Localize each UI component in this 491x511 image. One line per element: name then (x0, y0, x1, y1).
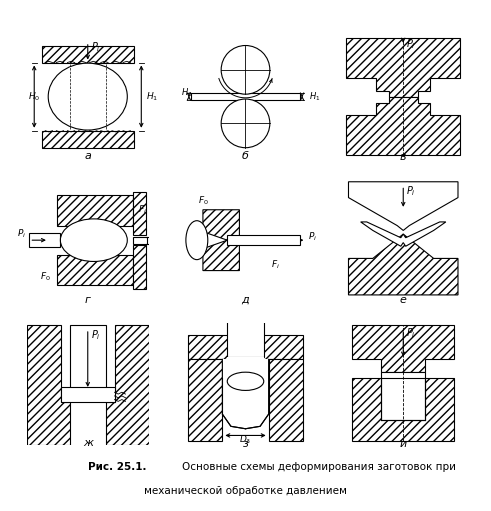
Ellipse shape (186, 221, 208, 260)
FancyBboxPatch shape (57, 255, 133, 285)
Polygon shape (106, 326, 149, 445)
FancyBboxPatch shape (191, 93, 300, 100)
FancyBboxPatch shape (189, 359, 222, 441)
FancyBboxPatch shape (227, 235, 300, 245)
Text: $s$: $s$ (62, 390, 69, 400)
Polygon shape (352, 378, 454, 441)
Polygon shape (382, 371, 425, 378)
FancyBboxPatch shape (227, 357, 264, 381)
Polygon shape (346, 38, 461, 97)
Polygon shape (349, 234, 458, 295)
Text: $F_0$: $F_0$ (40, 270, 51, 283)
Polygon shape (222, 359, 228, 378)
Text: $P_i$: $P_i$ (17, 228, 26, 240)
Text: г: г (85, 295, 91, 305)
Polygon shape (349, 182, 458, 230)
Text: Основные схемы деформирования заготовок при: Основные схемы деформирования заготовок … (182, 462, 456, 473)
Text: и: и (400, 439, 407, 449)
Polygon shape (361, 222, 446, 246)
Text: $F_0$: $F_0$ (197, 195, 208, 207)
FancyBboxPatch shape (189, 335, 302, 359)
Text: механической обработке давлением: механической обработке давлением (144, 486, 347, 497)
FancyBboxPatch shape (57, 195, 133, 225)
FancyBboxPatch shape (269, 359, 302, 441)
FancyBboxPatch shape (42, 45, 134, 62)
Ellipse shape (48, 63, 127, 130)
Text: з: з (243, 439, 248, 449)
FancyBboxPatch shape (29, 233, 60, 247)
Text: $P_i$: $P_i$ (406, 184, 415, 198)
Polygon shape (346, 97, 461, 155)
Text: $H_1$: $H_1$ (309, 90, 320, 103)
Text: $P_i$: $P_i$ (91, 41, 101, 55)
Text: $H_1$: $H_1$ (146, 90, 159, 103)
Polygon shape (133, 192, 146, 235)
Text: $P_i$: $P_i$ (91, 328, 101, 341)
Polygon shape (27, 326, 70, 445)
Text: в: в (400, 152, 407, 162)
Circle shape (221, 99, 270, 148)
Text: $P_i$: $P_i$ (307, 230, 317, 243)
Circle shape (221, 45, 270, 94)
FancyBboxPatch shape (227, 302, 264, 357)
Text: $P_i$: $P_i$ (248, 327, 258, 340)
Ellipse shape (227, 372, 264, 390)
Text: д: д (242, 295, 249, 305)
Text: $D_3$: $D_3$ (239, 433, 252, 446)
Text: б: б (242, 151, 249, 161)
Text: $F_i$: $F_i$ (272, 258, 280, 271)
Text: $H_0$: $H_0$ (28, 90, 41, 103)
FancyBboxPatch shape (133, 237, 147, 244)
Text: е: е (400, 295, 407, 305)
Polygon shape (133, 245, 146, 289)
FancyBboxPatch shape (70, 326, 106, 390)
Text: $P_i$: $P_i$ (406, 37, 415, 51)
Text: ж: ж (83, 438, 93, 448)
Text: $P_i$: $P_i$ (406, 327, 415, 340)
Polygon shape (263, 359, 269, 378)
Polygon shape (352, 326, 454, 371)
Text: Рис. 25.1.: Рис. 25.1. (88, 462, 147, 473)
FancyBboxPatch shape (61, 387, 114, 402)
Text: $H_0$: $H_0$ (181, 87, 192, 99)
Ellipse shape (60, 219, 127, 262)
FancyBboxPatch shape (42, 131, 134, 148)
Polygon shape (203, 210, 240, 271)
Text: $F_i$: $F_i$ (138, 203, 147, 216)
Text: а: а (84, 151, 91, 161)
